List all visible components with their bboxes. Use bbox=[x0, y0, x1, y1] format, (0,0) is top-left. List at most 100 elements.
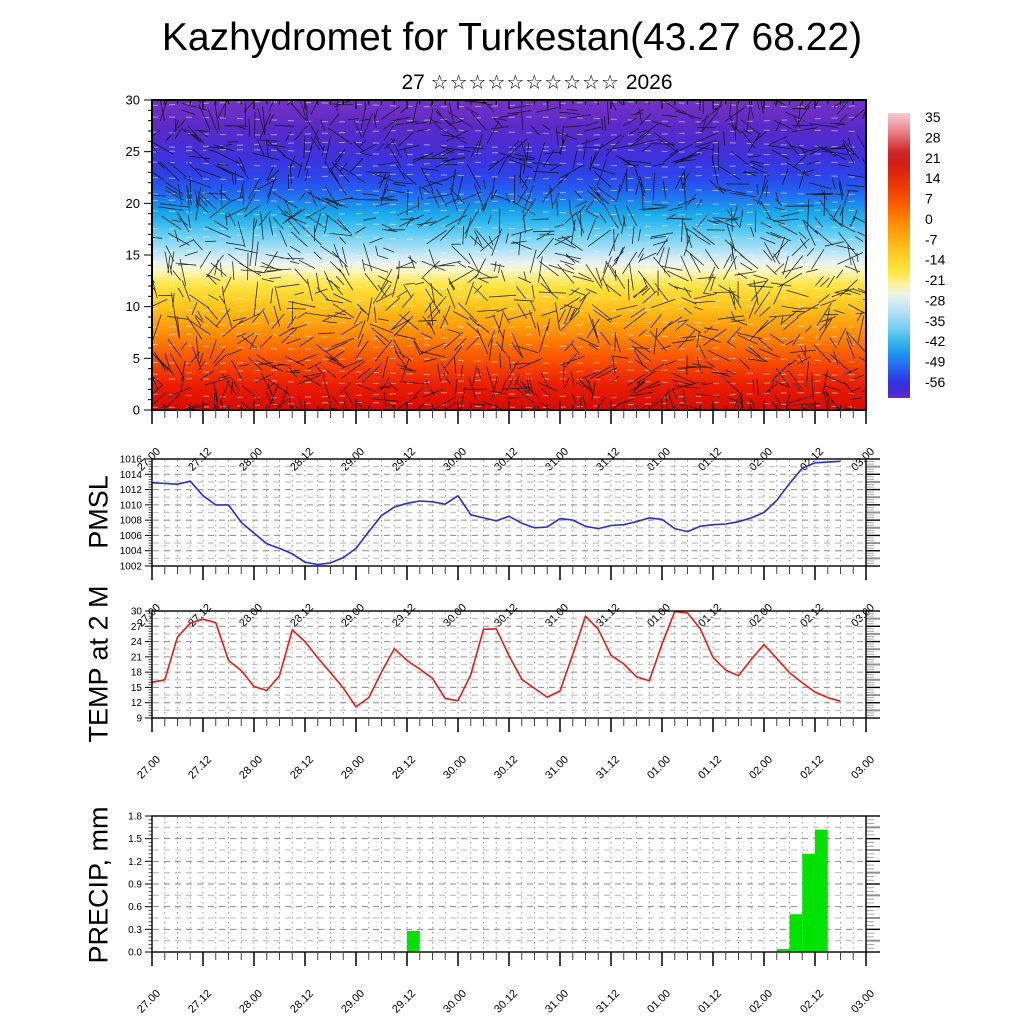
colorbar-tick-label: -28 bbox=[925, 292, 945, 308]
pmsl-panel: 1002100410061008101010121014101627.0027.… bbox=[120, 455, 880, 630]
temperature-shading bbox=[152, 100, 866, 410]
time-tick-label: 29.00 bbox=[339, 988, 367, 1016]
contour-line bbox=[152, 392, 866, 399]
subtitle-day: 27 bbox=[401, 71, 425, 94]
colorbar-tick-label: -35 bbox=[925, 313, 945, 329]
time-tick-label: 30.00 bbox=[441, 754, 469, 782]
contour-line bbox=[152, 249, 866, 257]
height-tick-label: 0 bbox=[133, 403, 140, 418]
time-tick-label: 28.12 bbox=[288, 988, 316, 1016]
precip-bar bbox=[802, 853, 815, 952]
time-tick-label: 31.00 bbox=[543, 754, 571, 782]
contour-line bbox=[152, 343, 866, 350]
precip-axis-title: PRECIP, mm bbox=[83, 806, 114, 964]
y-tick-label: 12 bbox=[131, 698, 143, 709]
contour-line bbox=[152, 333, 866, 340]
time-tick-label: 27.12 bbox=[186, 988, 214, 1016]
time-tick-label: 01.00 bbox=[645, 754, 673, 782]
temp2m-axis-title: TEMP at 2 M bbox=[83, 585, 114, 743]
contour-line bbox=[152, 321, 866, 328]
time-tick-label: 02.12 bbox=[798, 754, 826, 782]
y-tick-label: 24 bbox=[131, 637, 143, 648]
y-tick-label: 0.0 bbox=[128, 948, 142, 959]
time-tick-label: 29.12 bbox=[390, 602, 418, 630]
y-tick-label: 9 bbox=[136, 714, 142, 725]
colorbar-tick-label: -7 bbox=[925, 231, 938, 247]
temperature-colorbar: 35 28 21 14 7 0 -7 -14 -21 -28 -35 -42 -49 -56 bbox=[888, 109, 945, 398]
time-tick-label: 29.12 bbox=[390, 754, 418, 782]
precip-bar bbox=[789, 914, 803, 952]
time-tick-label: 03.00 bbox=[849, 988, 877, 1016]
colorbar-tick-label: -14 bbox=[925, 252, 945, 268]
time-tick-label: 29.00 bbox=[339, 754, 367, 782]
time-tick-label: 28.00 bbox=[237, 602, 265, 630]
time-tick-label: 30.12 bbox=[492, 602, 520, 630]
pmsl-line bbox=[151, 460, 841, 566]
y-tick-label: 1002 bbox=[120, 562, 143, 573]
colorbar-gradient bbox=[888, 113, 910, 398]
colorbar-tick-label: 35 bbox=[925, 109, 941, 125]
height-tick-label: 25 bbox=[126, 144, 140, 159]
wind-streaks bbox=[152, 100, 866, 410]
height-tick-label: 30 bbox=[126, 93, 140, 108]
contour-line bbox=[152, 259, 866, 266]
temp2m-panel: 9 12 15 18 21 24 27 30 27.00 27.12 28.00 28.12 29.00… bbox=[131, 607, 880, 782]
y-tick-label: 1008 bbox=[120, 516, 143, 527]
y-tick-label: 1012 bbox=[120, 485, 143, 496]
page-subtitle: 27 ☆☆☆☆☆☆☆☆☆☆ 2026 bbox=[401, 70, 672, 95]
colorbar-tick-label: 14 bbox=[925, 170, 941, 186]
time-tick-label: 29.12 bbox=[390, 988, 418, 1016]
contour-line bbox=[152, 283, 866, 290]
colorbar-tick-label: 0 bbox=[925, 211, 933, 227]
height-tick-label: 20 bbox=[126, 196, 140, 211]
y-tick-label: 18 bbox=[131, 668, 143, 679]
y-tick-label: 27 bbox=[131, 622, 143, 633]
height-tick-label: 5 bbox=[133, 351, 140, 366]
subtitle-year: 2026 bbox=[625, 71, 673, 94]
contour-line bbox=[152, 209, 866, 216]
time-tick-label: 02.12 bbox=[798, 988, 826, 1016]
y-tick-label: 21 bbox=[131, 652, 143, 663]
y-tick-label: 1004 bbox=[120, 546, 143, 557]
time-tick-label: 30.12 bbox=[492, 754, 520, 782]
time-tick-label: 30.12 bbox=[492, 988, 520, 1016]
time-tick-label: 02.12 bbox=[798, 602, 826, 630]
height-tick-label: 10 bbox=[126, 299, 140, 314]
y-tick-label: 1010 bbox=[120, 500, 143, 511]
y-tick-label: 1006 bbox=[120, 531, 143, 542]
colorbar-tick-label: 21 bbox=[925, 150, 941, 166]
colorbar-tick-label: 7 bbox=[925, 191, 933, 207]
precip-bar bbox=[815, 829, 828, 952]
time-tick-label: 29.00 bbox=[339, 602, 367, 630]
contour-line bbox=[152, 357, 866, 364]
time-tick-label: 02.00 bbox=[747, 988, 775, 1016]
time-tick-label: 01.12 bbox=[696, 602, 724, 630]
colorbar-tick-label: -49 bbox=[925, 354, 945, 370]
contour-line bbox=[152, 173, 866, 180]
time-tick-label: 02.00 bbox=[747, 754, 775, 782]
y-tick-label: 1.8 bbox=[128, 812, 142, 823]
y-tick-label: 30 bbox=[131, 607, 143, 618]
y-tick-label: 1016 bbox=[120, 455, 143, 466]
contour-line bbox=[152, 305, 866, 312]
contour-line bbox=[152, 234, 866, 241]
time-tick-label: 30.00 bbox=[441, 602, 469, 630]
temp2m-line bbox=[151, 610, 841, 708]
time-tick-label: 27.00 bbox=[135, 988, 163, 1016]
contour-line bbox=[152, 270, 866, 277]
time-tick-label: 02.00 bbox=[747, 602, 775, 630]
y-tick-label: 15 bbox=[131, 683, 143, 694]
precip-bar bbox=[407, 930, 420, 952]
time-tick-label: 27.12 bbox=[186, 602, 214, 630]
stars-decoration: ☆☆☆☆☆☆☆☆☆☆ bbox=[430, 72, 620, 94]
time-tick-label: 03.00 bbox=[849, 754, 877, 782]
time-tick-label: 27.12 bbox=[186, 754, 214, 782]
colorbar-tick-label: -56 bbox=[925, 374, 945, 390]
y-tick-label: 0.3 bbox=[128, 925, 142, 936]
time-tick-label: 27.00 bbox=[135, 754, 163, 782]
contour-line bbox=[152, 149, 866, 156]
time-tick-label: 31.00 bbox=[543, 602, 571, 630]
